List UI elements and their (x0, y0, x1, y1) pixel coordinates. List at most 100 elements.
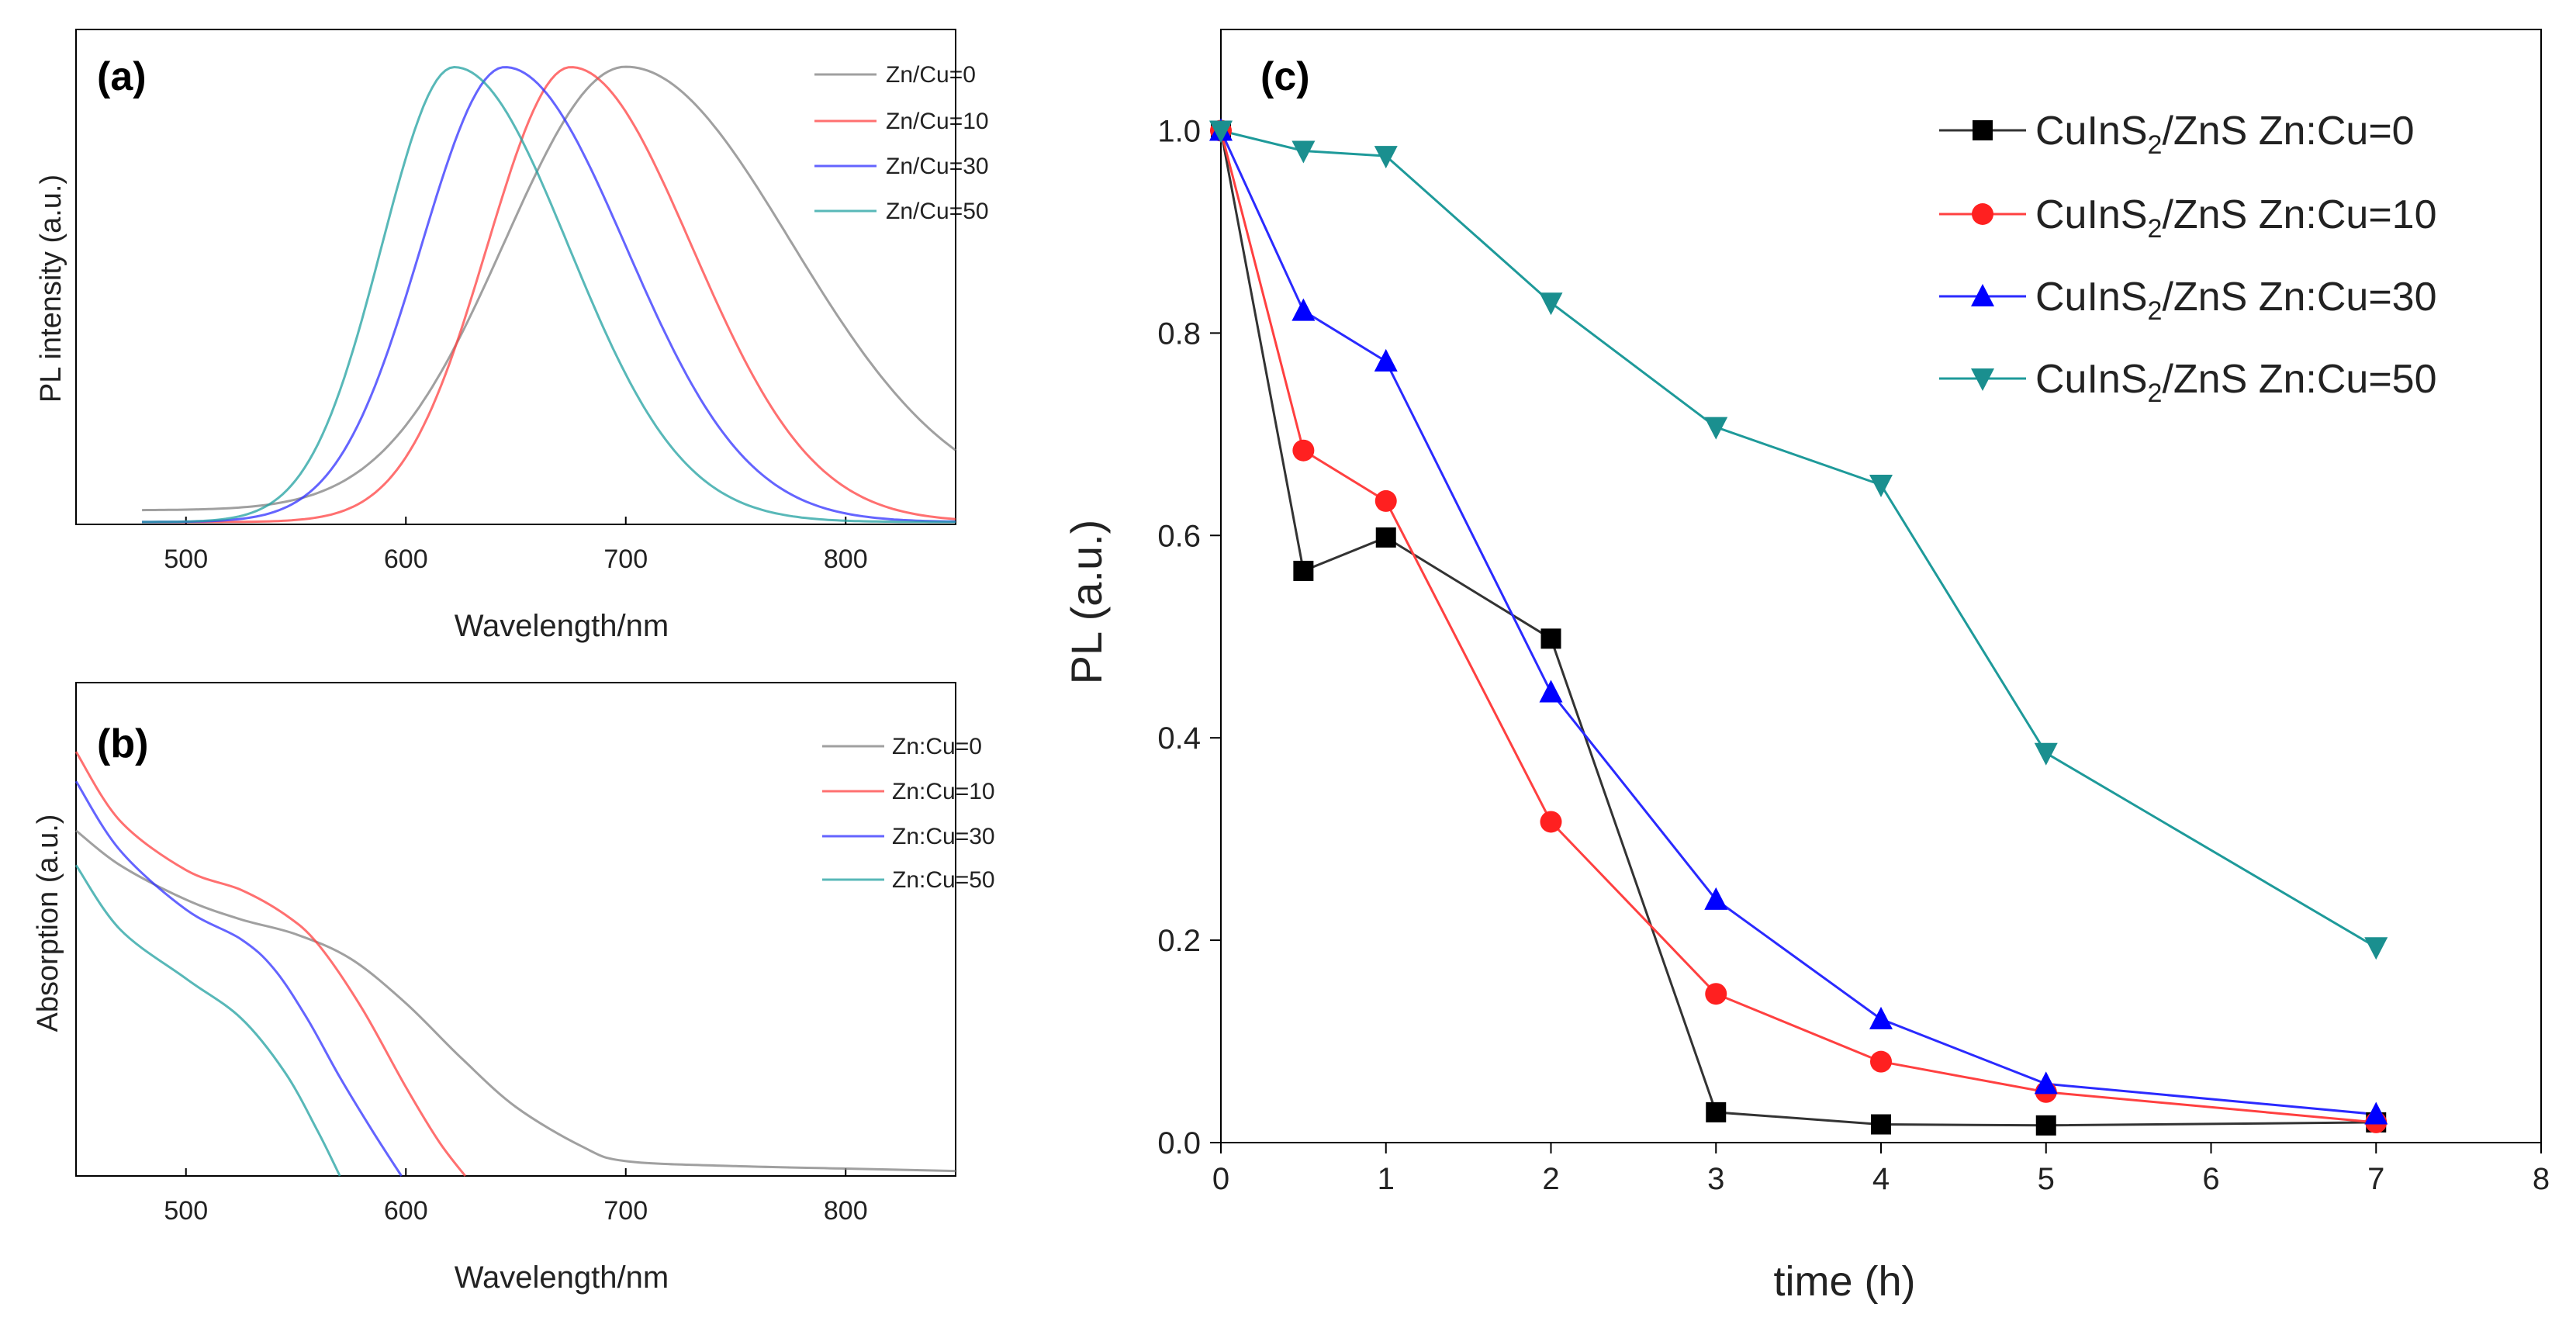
panel-c-x-axis-label: time (h) (1773, 1258, 1915, 1305)
panel-c-series-line-zn30 (1219, 130, 2377, 1115)
panel-c-data-point-zn10 (1705, 983, 1727, 1005)
panel-a-series-line-zn30 (142, 66, 956, 524)
panel-a-x-tick-label: 700 (603, 545, 648, 574)
panel-b-legend-label-zn10: Zn:Cu=10 (892, 779, 995, 804)
panel-c-legend-label-zn50-sub: 2 (2148, 379, 2163, 408)
panel-b-absorption-spectra: Zn:Cu=0 Zn:Cu=10 Zn:Cu=30 Zn:Cu=50 (b) W… (32, 682, 995, 1295)
panel-c-data-point-zn50 (2034, 742, 2058, 766)
panel-c-legend-label-zn10-sub: 2 (2148, 214, 2163, 244)
panel-a-legend-label-zn30: Zn/Cu=30 (886, 154, 989, 179)
panel-c-y-tick-label: 0.2 (1157, 924, 1201, 958)
panel-c-data-point-zn0 (1540, 628, 1561, 649)
panel-b-x-tick-label: 700 (603, 1196, 648, 1226)
panel-b-y-axis-label: Absorption (a.u.) (32, 814, 64, 1032)
panel-a-y-axis-label: PL intensity (a.u.) (35, 175, 67, 403)
panel-c-data-point-zn30 (1291, 298, 1316, 321)
panel-c-legend-label-zn0-rest: /ZnS Zn:Cu=0 (2162, 109, 2414, 154)
panel-c-y-axis-label: PL (a.u.) (1062, 520, 1111, 685)
panel-c-data-point-zn50 (2364, 937, 2388, 960)
panel-c-legend-label-zn10: CuInS2/ZnS Zn:Cu=10 (2035, 192, 2437, 244)
panel-c-legend-marker-zn50 (1971, 368, 1994, 391)
panel-c-data-point-zn0 (2035, 1115, 2056, 1136)
panel-b-label: (b) (97, 721, 148, 766)
panel-c-data-point-zn50 (1374, 146, 1398, 169)
panel-c-legend-marker-zn0 (1973, 120, 1993, 140)
panel-a-legend: Zn/Cu=0 Zn/Cu=10 Zn/Cu=30 Zn/Cu=50 (814, 62, 989, 224)
panel-c-legend-marker-zn30 (1971, 284, 1994, 306)
panel-c-legend-marker-shape-zn10 (1972, 203, 1993, 225)
panel-a-legend-label-zn0: Zn/Cu=0 (886, 62, 976, 88)
panel-c-x-tick-label: 5 (2038, 1162, 2055, 1196)
panel-c-legend-label-zn10-main: CuInS (2035, 192, 2148, 237)
panel-a-pl-spectra: Zn/Cu=0 Zn/Cu=10 Zn/Cu=30 Zn/Cu=50 (a) W… (35, 29, 989, 643)
panel-c-legend-label-zn50-rest: /ZnS Zn:Cu=50 (2162, 357, 2436, 402)
panel-c-legend-label-zn30: CuInS2/ZnS Zn:Cu=30 (2035, 275, 2437, 326)
panel-c-data-point-zn10 (1870, 1050, 1892, 1073)
panel-a-series-line-zn10 (142, 66, 956, 524)
panel-c-x-tick-label: 4 (1872, 1162, 1890, 1196)
panel-c-legend-marker-shape-zn0 (1973, 120, 1993, 140)
panel-c-y-tick-label: 1.0 (1157, 114, 1201, 148)
panel-c-data-point-zn10 (1292, 439, 1315, 462)
panel-a-series-line-zn0 (142, 65, 956, 512)
panel-b-legend-label-zn30: Zn:Cu=30 (892, 824, 995, 849)
panel-c-data-point-zn50 (1209, 120, 1233, 144)
panel-c-legend-label-zn50-main: CuInS (2035, 357, 2148, 402)
panel-c-legend-label-zn30-sub: 2 (2148, 296, 2163, 326)
panel-c-x-tick-label: 1 (1378, 1162, 1395, 1196)
panel-b-legend-label-zn50: Zn:Cu=50 (892, 867, 995, 893)
panel-a-x-tick-label: 500 (164, 545, 208, 574)
panel-c-data-point-zn0 (1293, 560, 1314, 581)
panel-c-x-tick-label: 0 (1212, 1162, 1229, 1196)
panel-a-series-line-zn50 (142, 65, 956, 524)
panel-c-data-point-zn50 (1704, 417, 1728, 440)
panel-c-legend-label-zn0-sub: 2 (2148, 130, 2163, 160)
panel-b-x-axis-label: Wavelength/nm (455, 1261, 669, 1295)
panel-c-x-tick-label: 7 (2367, 1162, 2384, 1196)
panel-a-x-axis-label: Wavelength/nm (455, 609, 669, 643)
panel-b-plot-frame (75, 682, 956, 1177)
panel-c-legend-marker-zn10 (1972, 203, 1993, 225)
panel-c-legend-marker-shape-zn50 (1971, 368, 1994, 391)
panel-a-legend-label-zn10: Zn/Cu=10 (886, 109, 989, 134)
panel-c-legend-label-zn10-rest: /ZnS Zn:Cu=10 (2162, 192, 2436, 237)
panel-b-legend-label-zn0: Zn:Cu=0 (892, 734, 982, 759)
panel-c-data-point-zn10 (1374, 489, 1397, 512)
panel-c-x-tick-label: 8 (2533, 1162, 2550, 1196)
panel-c-label: (c) (1260, 54, 1310, 99)
panel-b-x-tick-label: 800 (824, 1196, 868, 1226)
panel-c-y-tick-label: 0.0 (1157, 1126, 1201, 1160)
panel-b-series-line-zn50 (74, 864, 341, 1177)
panel-c-legend-label-zn30-rest: /ZnS Zn:Cu=30 (2162, 275, 2436, 320)
panel-c-legend-label-zn50: CuInS2/ZnS Zn:Cu=50 (2035, 357, 2437, 408)
panel-b-legend: Zn:Cu=0 Zn:Cu=10 Zn:Cu=30 Zn:Cu=50 (822, 734, 995, 893)
panel-c-legend-label-zn0-main: CuInS (2035, 109, 2148, 154)
panel-c-data-point-zn50 (1869, 475, 1893, 498)
panel-c-data-point-zn30 (1869, 1006, 1893, 1029)
panel-c-y-tick-label: 0.6 (1157, 519, 1201, 553)
panel-c-legend-label-zn0: CuInS2/ZnS Zn:Cu=0 (2035, 109, 2415, 160)
panel-a-x-tick-label: 600 (384, 545, 428, 574)
panel-c-x-tick-label: 6 (2202, 1162, 2219, 1196)
panel-a-plot-frame (75, 29, 956, 525)
panel-b-series-line-zn30 (74, 780, 403, 1177)
panel-c-series-line-zn10 (1219, 130, 2377, 1124)
panel-b-x-tick-label: 500 (164, 1196, 208, 1226)
panel-c-data-point-zn10 (1540, 811, 1562, 833)
panel-a-label: (a) (97, 54, 147, 99)
panel-c-y-tick-label: 0.4 (1157, 721, 1201, 756)
panel-c-y-tick-label: 0.8 (1157, 316, 1201, 351)
panel-c-data-point-zn30 (2364, 1101, 2388, 1125)
panel-c-x-tick-label: 3 (1707, 1162, 1724, 1196)
panel-c-data-point-zn30 (1539, 680, 1563, 703)
panel-a-x-tick-label: 800 (824, 545, 868, 574)
panel-c-data-point-zn50 (1291, 140, 1316, 164)
panel-c-series-line-zn50 (1220, 130, 2377, 949)
panel-c-data-point-zn30 (2034, 1071, 2058, 1095)
panel-c-data-point-zn0 (1871, 1114, 1891, 1135)
panel-c-data-point-zn0 (1375, 527, 1396, 548)
panel-b-series-line-zn0 (75, 829, 956, 1173)
panel-c-pl-vs-time: CuInS2/ZnS Zn:Cu=0 CuInS2/ZnS Zn:Cu=10 C… (1062, 29, 2550, 1305)
panel-a-legend-label-zn50: Zn/Cu=50 (886, 199, 989, 224)
